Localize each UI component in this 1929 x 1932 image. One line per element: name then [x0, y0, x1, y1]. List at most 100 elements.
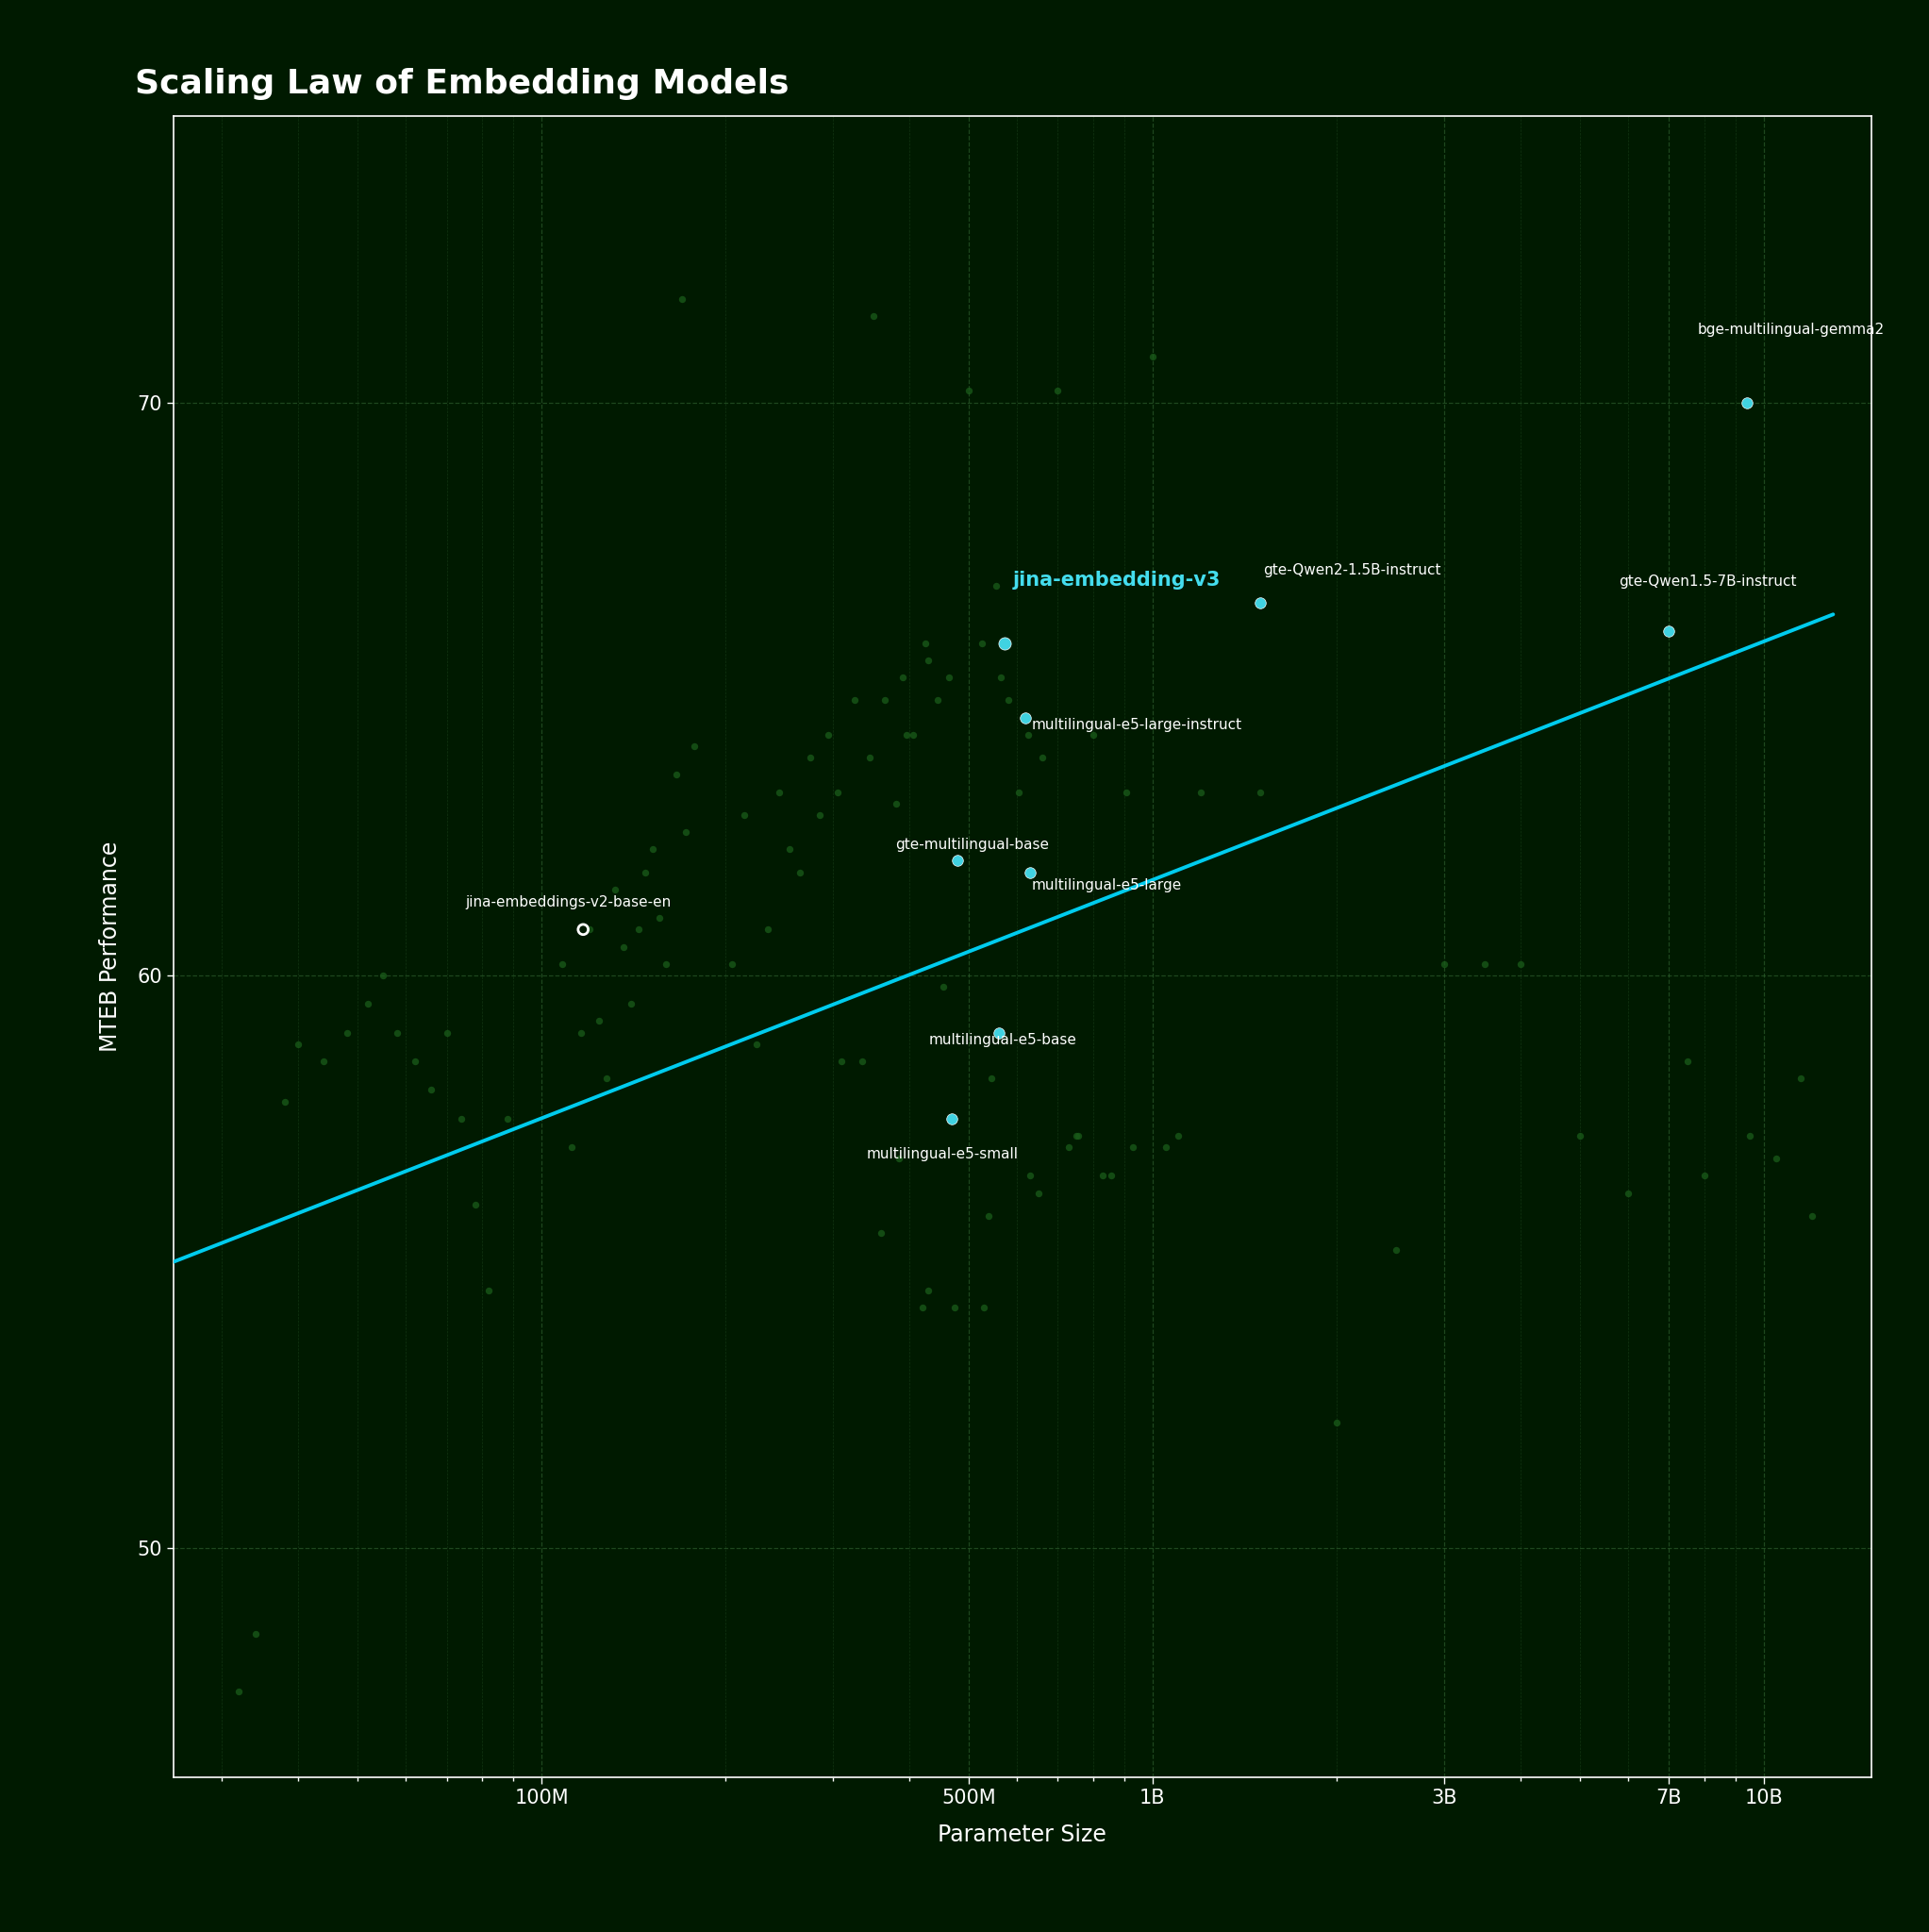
- Point: [473, 1275, 503, 1306]
- Point: [353, 989, 384, 1020]
- Point: [432, 1016, 463, 1047]
- Point: [839, 684, 870, 715]
- Point: [752, 914, 783, 945]
- Point: [1013, 719, 1044, 750]
- Point: [774, 835, 804, 866]
- Point: [855, 742, 885, 773]
- Point: [270, 1086, 301, 1117]
- Text: multilingual-e5-base: multilingual-e5-base: [928, 1034, 1076, 1047]
- Point: [623, 914, 654, 945]
- Point: [644, 902, 675, 933]
- Point: [907, 1293, 937, 1323]
- Point: [1321, 1406, 1352, 1437]
- Point: [764, 777, 795, 808]
- Point: [1690, 1161, 1721, 1192]
- Point: [826, 1045, 856, 1076]
- Point: [953, 375, 984, 406]
- Point: [565, 1016, 596, 1047]
- Point: [1042, 375, 1073, 406]
- Point: [546, 949, 577, 980]
- Point: [1015, 856, 1046, 887]
- Point: [1061, 1121, 1092, 1151]
- Point: [575, 914, 606, 945]
- Point: [1672, 1045, 1703, 1076]
- Point: [650, 949, 681, 980]
- Text: multilingual-e5-large: multilingual-e5-large: [1032, 877, 1182, 893]
- Point: [866, 1217, 897, 1248]
- Point: [615, 989, 646, 1020]
- Point: [822, 777, 853, 808]
- Point: [461, 1188, 492, 1219]
- Point: [1505, 949, 1535, 980]
- Point: [309, 1045, 340, 1076]
- Point: [1796, 1200, 1827, 1231]
- Point: [567, 914, 598, 945]
- Point: [608, 931, 638, 962]
- Point: [910, 628, 941, 659]
- Point: [1011, 701, 1042, 732]
- Point: [631, 856, 662, 887]
- Point: [1244, 587, 1275, 618]
- Point: [785, 856, 816, 887]
- Point: [795, 742, 826, 773]
- Point: [1381, 1235, 1412, 1265]
- Point: [990, 628, 1020, 659]
- Point: [1053, 1132, 1084, 1163]
- Point: [1784, 1063, 1815, 1094]
- Point: [399, 1045, 430, 1076]
- Point: [966, 628, 997, 659]
- Point: [382, 1016, 413, 1047]
- Point: [600, 873, 631, 904]
- Text: bge-multilingual-gemma2: bge-multilingual-gemma2: [1698, 323, 1885, 336]
- Text: gte-Qwen2-1.5B-instruct: gte-Qwen2-1.5B-instruct: [1263, 562, 1441, 578]
- Point: [592, 1063, 623, 1094]
- Point: [1734, 1121, 1765, 1151]
- Point: [847, 1045, 878, 1076]
- Point: [332, 1016, 363, 1047]
- Y-axis label: MTEB Performance: MTEB Performance: [98, 840, 122, 1053]
- Point: [1078, 719, 1109, 750]
- Point: [1470, 949, 1501, 980]
- Point: [986, 663, 1017, 694]
- Point: [660, 759, 691, 790]
- Point: [741, 1028, 772, 1059]
- Point: [1429, 949, 1460, 980]
- Point: [239, 1619, 270, 1650]
- Point: [1003, 777, 1034, 808]
- Point: [1136, 342, 1167, 373]
- Point: [1096, 1161, 1127, 1192]
- Point: [883, 1144, 914, 1175]
- Point: [993, 684, 1024, 715]
- Point: [1088, 1161, 1119, 1192]
- Point: [1761, 1144, 1792, 1175]
- Point: [804, 800, 835, 831]
- Text: multilingual-e5-large-instruct: multilingual-e5-large-instruct: [1032, 717, 1242, 732]
- Point: [928, 972, 959, 1003]
- Point: [912, 645, 943, 676]
- Point: [1022, 1179, 1053, 1209]
- Point: [887, 663, 918, 694]
- Point: [858, 301, 889, 332]
- Point: [667, 284, 698, 315]
- Point: [870, 684, 901, 715]
- Point: [1186, 777, 1217, 808]
- Text: jina-embedding-v3: jina-embedding-v3: [1013, 570, 1221, 589]
- Point: [637, 835, 667, 866]
- Point: [729, 800, 760, 831]
- Point: [968, 1293, 999, 1323]
- Point: [669, 817, 700, 848]
- Point: [716, 949, 747, 980]
- Point: [1150, 1132, 1181, 1163]
- Point: [980, 570, 1011, 601]
- Point: [1732, 386, 1763, 417]
- Point: [1244, 777, 1275, 808]
- Point: [941, 846, 972, 877]
- Point: [417, 1074, 448, 1105]
- Point: [937, 1103, 968, 1134]
- Point: [891, 719, 922, 750]
- Point: [880, 788, 910, 819]
- Point: [284, 1028, 314, 1059]
- Point: [1163, 1121, 1194, 1151]
- Point: [224, 1677, 255, 1708]
- Point: [492, 1103, 523, 1134]
